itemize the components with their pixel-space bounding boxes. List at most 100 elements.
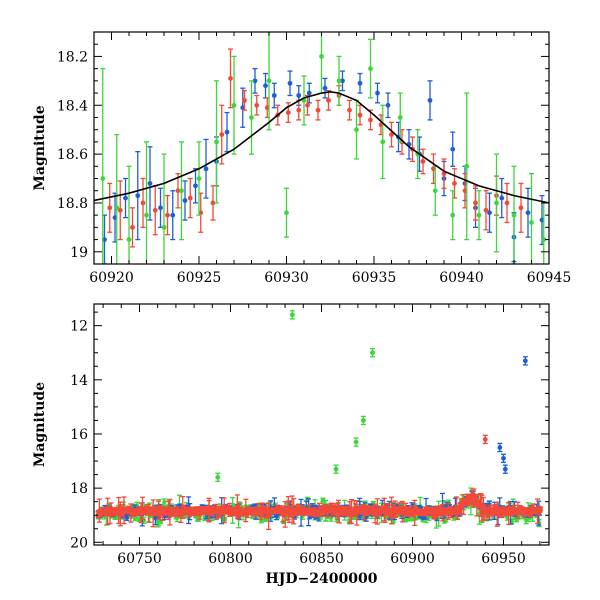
data-point-green	[450, 190, 456, 241]
data-point-red	[296, 99, 302, 121]
x-tick-label: 60940	[439, 270, 484, 286]
data-point-blue	[427, 80, 433, 121]
data-point-blue	[375, 82, 380, 104]
data-point-red	[187, 177, 193, 219]
plot-area	[95, 310, 544, 531]
x-tick-label: 60850	[299, 551, 344, 567]
data-point-green	[380, 104, 386, 180]
outlier-blue	[497, 442, 503, 453]
outlier-blue	[501, 453, 506, 464]
outlier-green	[369, 348, 375, 358]
data-point-red	[285, 102, 291, 124]
data-point-green	[494, 153, 499, 253]
data-point-red	[140, 177, 146, 229]
data-point-blue	[487, 192, 492, 233]
data-point-green	[529, 172, 534, 264]
data-point-blue	[271, 82, 277, 109]
y-tick-label: 18	[70, 481, 88, 497]
y-tick-label: 20	[70, 535, 88, 551]
data-point-red	[152, 185, 158, 236]
data-point-green	[464, 92, 470, 241]
data-point-red	[420, 148, 426, 175]
data-point-green	[196, 141, 202, 216]
data-point-green	[231, 55, 237, 155]
data-point-blue	[135, 151, 141, 241]
data-point-red	[210, 185, 216, 221]
x-tick-label: 60900	[390, 551, 435, 567]
data-point-blue	[147, 146, 153, 221]
y-tick-label: 18.6	[57, 147, 88, 163]
data-point-green	[266, 32, 272, 131]
data-point-red	[165, 194, 170, 236]
data-point-blue	[252, 67, 258, 94]
data-point-red	[326, 89, 331, 111]
data-point-red	[357, 104, 363, 126]
data-point-red	[175, 172, 181, 209]
data-point-green	[301, 75, 307, 126]
data-point-blue	[193, 168, 198, 204]
data-point-blue	[385, 92, 391, 119]
data-point-red	[315, 99, 321, 121]
y-tick-label: 18.2	[57, 49, 88, 65]
data-point-green	[476, 190, 482, 241]
data-point-red	[130, 207, 135, 248]
outlier-green	[353, 437, 359, 447]
data-point-red	[538, 506, 544, 512]
x-tick-label: 60750	[117, 551, 162, 567]
data-point-green	[100, 67, 106, 264]
y-tick-label: 19	[70, 245, 88, 261]
data-point-blue	[287, 70, 293, 97]
data-point-blue	[123, 177, 128, 219]
x-tick-label: 60920	[89, 270, 134, 286]
y-tick-label: 18.8	[57, 196, 88, 212]
data-point-blue	[322, 77, 328, 99]
data-point-red	[368, 109, 373, 131]
lightcurve-zoom-panel: 60920 60925 60930 60935 60940 60945 18.2 18.4 18…	[32, 31, 571, 286]
data-point-red	[483, 190, 489, 231]
data-point-green	[126, 165, 132, 264]
x-tick-label: 60950	[481, 551, 526, 567]
data-point-blue	[203, 138, 209, 199]
data-point-green	[249, 80, 254, 155]
x-tick-label: 60800	[208, 551, 253, 567]
outlier-green	[333, 464, 339, 474]
data-point-blue	[170, 190, 176, 241]
data-point-blue	[158, 187, 163, 229]
y-tick-label: 18.4	[57, 98, 88, 114]
x-tick-label: 60935	[352, 270, 397, 286]
data-point-green	[144, 141, 149, 264]
data-point-red	[452, 168, 457, 199]
data-point-green	[397, 92, 403, 143]
outlier-green	[215, 472, 221, 483]
outlier-green	[360, 415, 366, 426]
data-point-red	[305, 94, 310, 116]
data-point-green	[161, 153, 167, 264]
data-point-red	[347, 99, 352, 121]
data-point-green	[319, 32, 324, 94]
data-point-blue	[224, 111, 230, 153]
data-point-red	[504, 182, 510, 224]
data-point-green	[354, 99, 359, 160]
data-point-red	[228, 48, 233, 109]
lightcurve-full-panel: 60750 60800 60850 60900 60950 12 14 16 18 20 Magni…	[32, 303, 550, 587]
data-point-green	[320, 497, 326, 503]
data-point-red	[117, 180, 123, 241]
model-curve	[94, 90, 549, 204]
data-point-blue	[525, 187, 531, 238]
y-axis-label: Magnitude	[32, 382, 48, 467]
data-point-green	[114, 133, 120, 264]
y-axis-label: Magnitude	[32, 105, 48, 190]
data-point-red	[518, 182, 524, 233]
data-point-green	[284, 187, 289, 238]
data-point-blue	[340, 70, 345, 92]
x-tick-label: 60930	[264, 270, 309, 286]
data-point-green	[214, 80, 219, 204]
data-point-red	[219, 104, 225, 165]
y-tick-label: 12	[70, 319, 88, 335]
data-point-red	[254, 94, 260, 116]
data-point-green	[179, 141, 184, 241]
data-point-blue	[263, 72, 268, 99]
data-point-red	[107, 182, 113, 233]
outlier-blue	[522, 356, 528, 366]
